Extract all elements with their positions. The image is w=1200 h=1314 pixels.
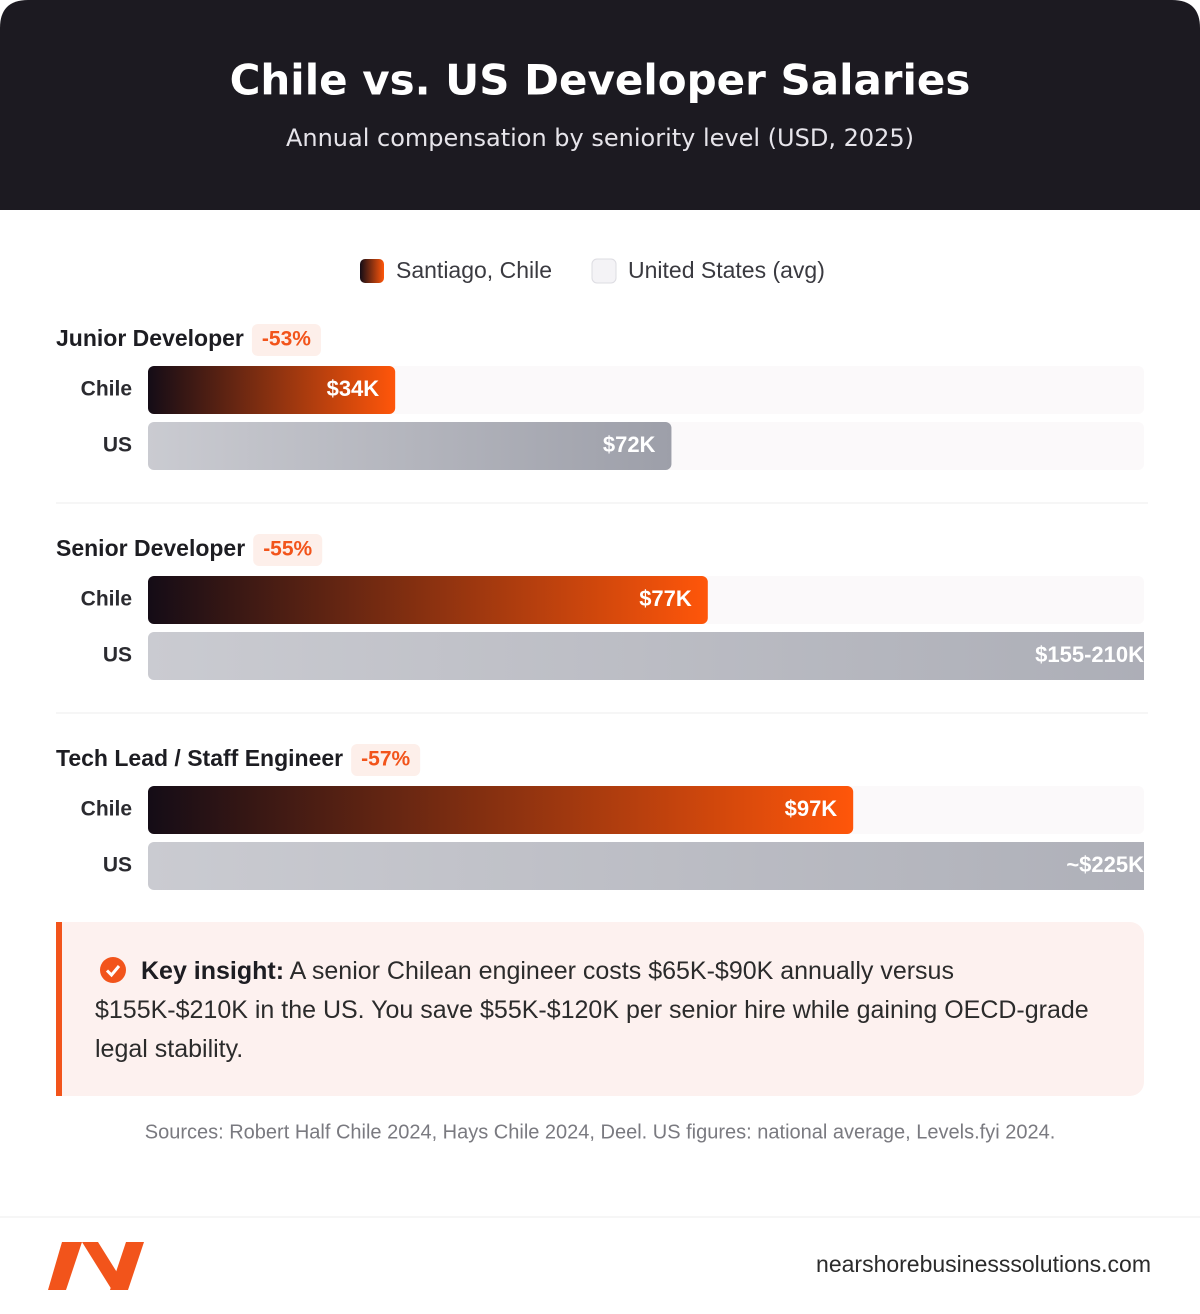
check-icon bbox=[100, 957, 126, 983]
sources: Sources: Robert Half Chile 2024, Hays Ch… bbox=[145, 1121, 1056, 1143]
legend-label: United States (avg) bbox=[628, 257, 825, 283]
difference-label: -53% bbox=[262, 328, 311, 351]
title: Chile vs. US Developer Salaries bbox=[230, 56, 971, 105]
insight-label: Key insight: bbox=[141, 957, 285, 985]
group-label: Junior Developer bbox=[56, 325, 244, 351]
insight-text: A senior Chilean engineer costs $65K-$90… bbox=[95, 957, 1089, 1063]
difference-label: -57% bbox=[361, 748, 410, 771]
bar-value-label: ~$225K bbox=[1066, 852, 1144, 877]
row-label: US bbox=[103, 644, 132, 667]
group-label: Senior Developer bbox=[56, 535, 245, 561]
legend-label: Santiago, Chile bbox=[396, 257, 552, 283]
bar bbox=[148, 842, 1144, 890]
insight-box: Key insight: A senior Chilean engineer c… bbox=[56, 922, 1144, 1096]
row-label: Chile bbox=[81, 588, 132, 611]
difference-badge bbox=[253, 534, 323, 566]
difference-badge bbox=[251, 324, 321, 356]
bar bbox=[148, 422, 672, 470]
legend-swatch bbox=[591, 258, 617, 284]
bar bbox=[148, 786, 854, 834]
bar bbox=[148, 576, 708, 624]
legend-swatch bbox=[360, 259, 384, 283]
bar-track bbox=[148, 366, 1144, 414]
bar-value-label: $34K bbox=[327, 376, 380, 401]
difference-label: -55% bbox=[263, 538, 312, 561]
bar-value-label: $77K bbox=[639, 586, 692, 611]
bar-value-label: $155-210K bbox=[1035, 642, 1144, 667]
logo bbox=[48, 1242, 144, 1290]
bar bbox=[148, 366, 396, 414]
bar-value-label: $97K bbox=[785, 796, 838, 821]
difference-badge bbox=[351, 744, 421, 776]
bar bbox=[148, 632, 1144, 680]
row-label: US bbox=[103, 434, 132, 457]
website: nearshorebusinesssolutions.com bbox=[816, 1251, 1151, 1277]
group-label: Tech Lead / Staff Engineer bbox=[56, 745, 343, 771]
row-label: Chile bbox=[81, 378, 132, 401]
header-background bbox=[0, 0, 1200, 210]
subtitle: Annual compensation by seniority level (… bbox=[286, 124, 914, 152]
row-label: Chile bbox=[81, 798, 132, 821]
bar-value-label: $72K bbox=[603, 432, 656, 457]
row-label: US bbox=[103, 854, 132, 877]
